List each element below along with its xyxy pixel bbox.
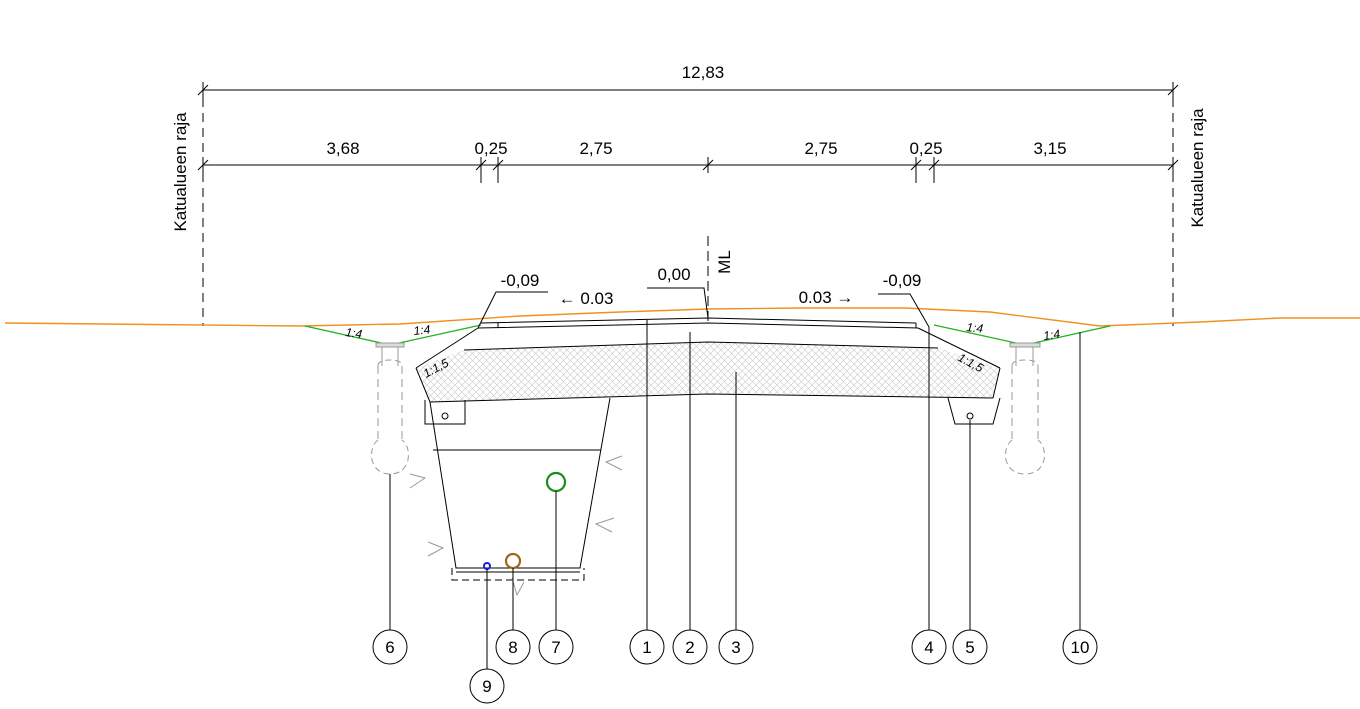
elevation-right: -0,09 [883, 271, 922, 290]
boundary-label-left: Katualueen raja [171, 112, 190, 232]
light-post-right [1005, 342, 1045, 475]
svg-text:1: 1 [642, 638, 651, 657]
ratio-ditch-right-inner: 1:4 [966, 320, 984, 336]
utility-trench [429, 397, 611, 581]
drain-box-left [424, 400, 466, 425]
svg-text:4: 4 [924, 638, 933, 657]
trench-excavation-marks [409, 455, 623, 597]
road-structure-fill [416, 342, 1000, 402]
slope-left: ← 0.03 [559, 289, 614, 308]
water-pipe [545, 471, 567, 493]
callout-10: 10 [1062, 629, 1098, 665]
svg-text:8: 8 [508, 638, 517, 657]
dim-0-25-right: 0,25 [909, 139, 942, 158]
svg-text:10: 10 [1071, 638, 1090, 657]
total-dimension [197, 82, 1179, 98]
callout-leaders [389, 287, 1081, 669]
dim-3-68: 3,68 [326, 139, 359, 158]
callout-1: 1 [629, 629, 665, 665]
segment-dimensions [197, 157, 1179, 183]
dim-0-25-left: 0,25 [474, 139, 507, 158]
elevation-left: -0,09 [501, 271, 540, 290]
callout-6: 6 [372, 629, 408, 665]
boundary-lines [202, 98, 1174, 326]
cable-pipe [483, 562, 491, 570]
ratio-ditch-left-outer: 1:4 [345, 325, 364, 341]
callout-5: 5 [952, 629, 988, 665]
svg-text:2: 2 [685, 638, 694, 657]
dim-2-75-left: 2,75 [579, 139, 612, 158]
drain-box-right [947, 397, 1001, 425]
slope-right: 0.03 → [799, 288, 854, 307]
sewer-pipe [504, 552, 522, 570]
dim-2-75-right: 2,75 [804, 139, 837, 158]
boundary-label-right: Katualueen raja [1188, 108, 1207, 228]
centerline-label: ML [715, 250, 734, 274]
ratio-ditch-left-inner: 1:4 [413, 322, 431, 338]
callout-8: 8 [495, 629, 531, 665]
svg-text:3: 3 [731, 638, 740, 657]
total-width-label: 12,83 [682, 63, 725, 82]
svg-text:7: 7 [551, 638, 560, 657]
callout-4: 4 [911, 629, 947, 665]
svg-text:9: 9 [482, 677, 491, 696]
light-post-left [371, 342, 409, 475]
callout-3: 3 [718, 629, 754, 665]
elevation-center: 0,00 [657, 265, 690, 284]
callout-2: 2 [672, 629, 708, 665]
existing-ground-line [4, 307, 1360, 327]
svg-text:6: 6 [385, 638, 394, 657]
callout-9: 9 [469, 668, 505, 704]
dim-3-15: 3,15 [1033, 139, 1066, 158]
ratio-ditch-right-outer: 1:4 [1042, 327, 1061, 343]
callout-7: 7 [538, 629, 574, 665]
svg-text:5: 5 [965, 638, 974, 657]
